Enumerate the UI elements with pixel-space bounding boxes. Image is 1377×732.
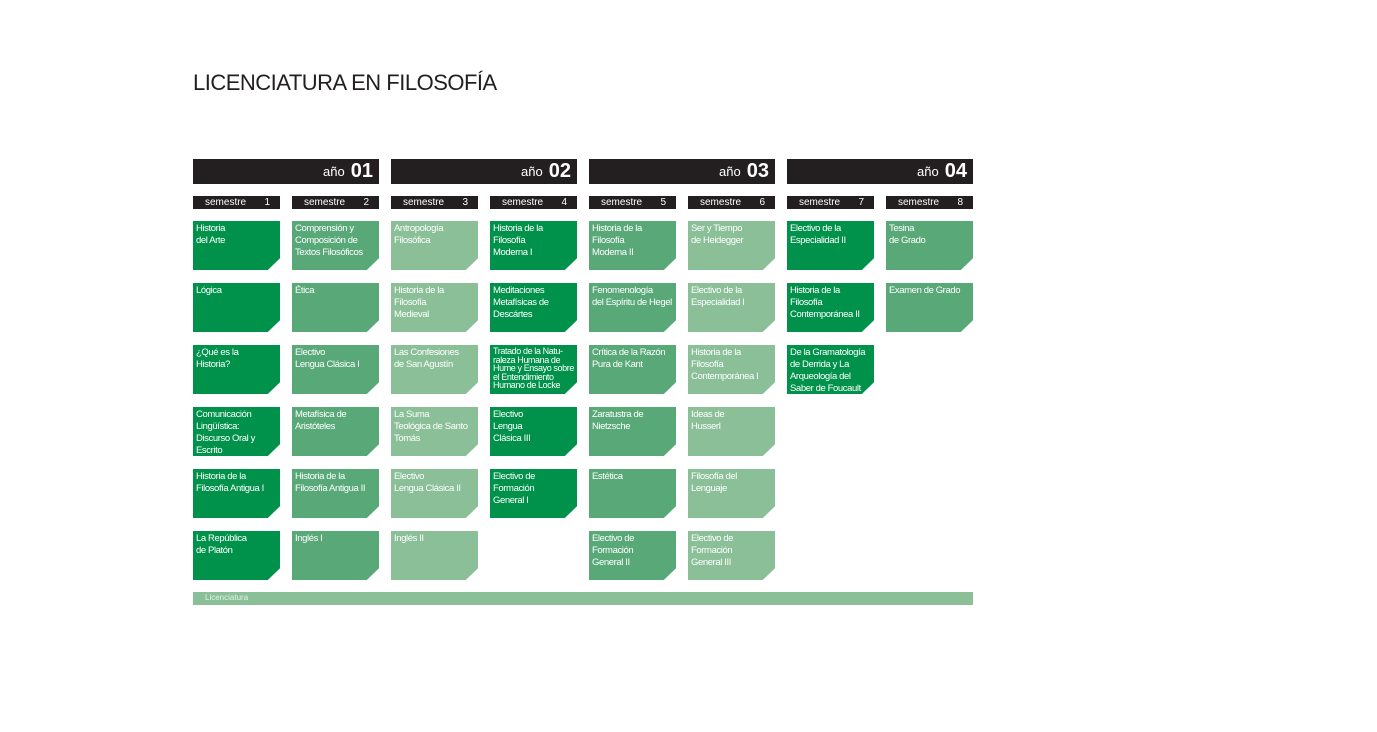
semester-label: semestre (205, 197, 247, 208)
year-label: año (323, 164, 345, 179)
page-title: LICENCIATURA EN FILOSOFÍA (193, 70, 497, 95)
semester-header: semestre 7 (787, 196, 874, 209)
year-header: año 03 (589, 159, 775, 184)
course-card: Historia de la Filosofía Moderna I (490, 221, 577, 270)
course-card: Historia de la Filosofía Medieval (391, 283, 478, 332)
course-card: Inglés II (391, 531, 478, 580)
footer-bar: Licenciatura (193, 592, 973, 605)
course-card: Historia de la Filosofía Contemporánea I (688, 345, 775, 394)
course-card: ¿Qué es la Historia? (193, 345, 280, 394)
course-card: Tratado de la Natu- raleza Humana de Hum… (490, 345, 577, 394)
course-card: Filosofía del Lenguaje (688, 469, 775, 518)
semester-header: semestre 5 (589, 196, 676, 209)
course-card: De la Gramatología de Derrida y La Arque… (787, 345, 874, 394)
course-card: Meditaciones Metafísicas de Descártes (490, 283, 577, 332)
course-card: Examen de Grado (886, 283, 973, 332)
course-card: Comunicación Lingüística: Discurso Oral … (193, 407, 280, 456)
footer-label: Licenciatura (205, 593, 249, 602)
course-card: Historia de la Filosofía Moderna II (589, 221, 676, 270)
year-header: año 04 (787, 159, 973, 184)
semester-label: semestre (799, 197, 841, 208)
semester-number: 7 (858, 197, 864, 208)
year-header: año 01 (193, 159, 379, 184)
course-card: Electivo Lengua Clásica II (391, 469, 478, 518)
semester-label: semestre (700, 197, 742, 208)
course-card: Comprensión y Composición de Textos Filo… (292, 221, 379, 270)
course-card: Electivo Lengua Clásica III (490, 407, 577, 456)
course-card: Metafísica de Aristóteles (292, 407, 379, 456)
semester-number: 5 (660, 197, 666, 208)
semester-header: semestre 4 (490, 196, 577, 209)
course-card: Historia de la Filosofía Antigua I (193, 469, 280, 518)
course-card: Estética (589, 469, 676, 518)
course-card: Antropología Filosófica (391, 221, 478, 270)
semester-label: semestre (601, 197, 643, 208)
course-card: Las Confesiones de San Agustín (391, 345, 478, 394)
semester-header: semestre 3 (391, 196, 478, 209)
semester-number: 2 (363, 197, 369, 208)
course-card: Tesina de Grado (886, 221, 973, 270)
course-card: La Suma Teológica de Santo Tomás (391, 407, 478, 456)
course-card: Historia de la Filosofía Contemporánea I… (787, 283, 874, 332)
course-card: Electivo de la Especialidad II (787, 221, 874, 270)
course-card: La República de Platón (193, 531, 280, 580)
course-card: Electivo de Formación General II (589, 531, 676, 580)
year-label: año (719, 164, 741, 179)
semester-label: semestre (304, 197, 346, 208)
semester-header: semestre 1 (193, 196, 280, 209)
course-card: Electivo de Formación General I (490, 469, 577, 518)
year-number: 02 (548, 160, 571, 182)
course-card: Lógica (193, 283, 280, 332)
semester-label: semestre (502, 197, 544, 208)
course-card: Ideas de Husserl (688, 407, 775, 456)
semester-number: 8 (957, 197, 963, 208)
year-number: 03 (746, 160, 769, 182)
semester-number: 6 (759, 197, 765, 208)
course-card: Ser y Tiempo de Heidegger (688, 221, 775, 270)
semester-header: semestre 8 (886, 196, 973, 209)
course-card: Fenomenología del Espíritu de Hegel (589, 283, 676, 332)
semester-header: semestre 2 (292, 196, 379, 209)
course-card: Crítica de la Razón Pura de Kant (589, 345, 676, 394)
course-card: Electivo de Formación General III (688, 531, 775, 580)
year-label: año (521, 164, 543, 179)
semester-number: 3 (462, 197, 468, 208)
year-number: 04 (944, 160, 967, 182)
course-card: Inglés I (292, 531, 379, 580)
semester-label: semestre (898, 197, 940, 208)
year-header: año 02 (391, 159, 577, 184)
year-label: año (917, 164, 939, 179)
semester-header: semestre 6 (688, 196, 775, 209)
semester-number: 1 (264, 197, 270, 208)
semester-number: 4 (561, 197, 567, 208)
year-number: 01 (350, 160, 373, 182)
course-card: Historia del Arte (193, 221, 280, 270)
course-card: Zaratustra de Nietzsche (589, 407, 676, 456)
course-card: Electivo Lengua Clásica I (292, 345, 379, 394)
course-card: Historia de la Filosofía Antigua II (292, 469, 379, 518)
course-card: Electivo de la Especialidad I (688, 283, 775, 332)
course-card: Ética (292, 283, 379, 332)
semester-label: semestre (403, 197, 445, 208)
